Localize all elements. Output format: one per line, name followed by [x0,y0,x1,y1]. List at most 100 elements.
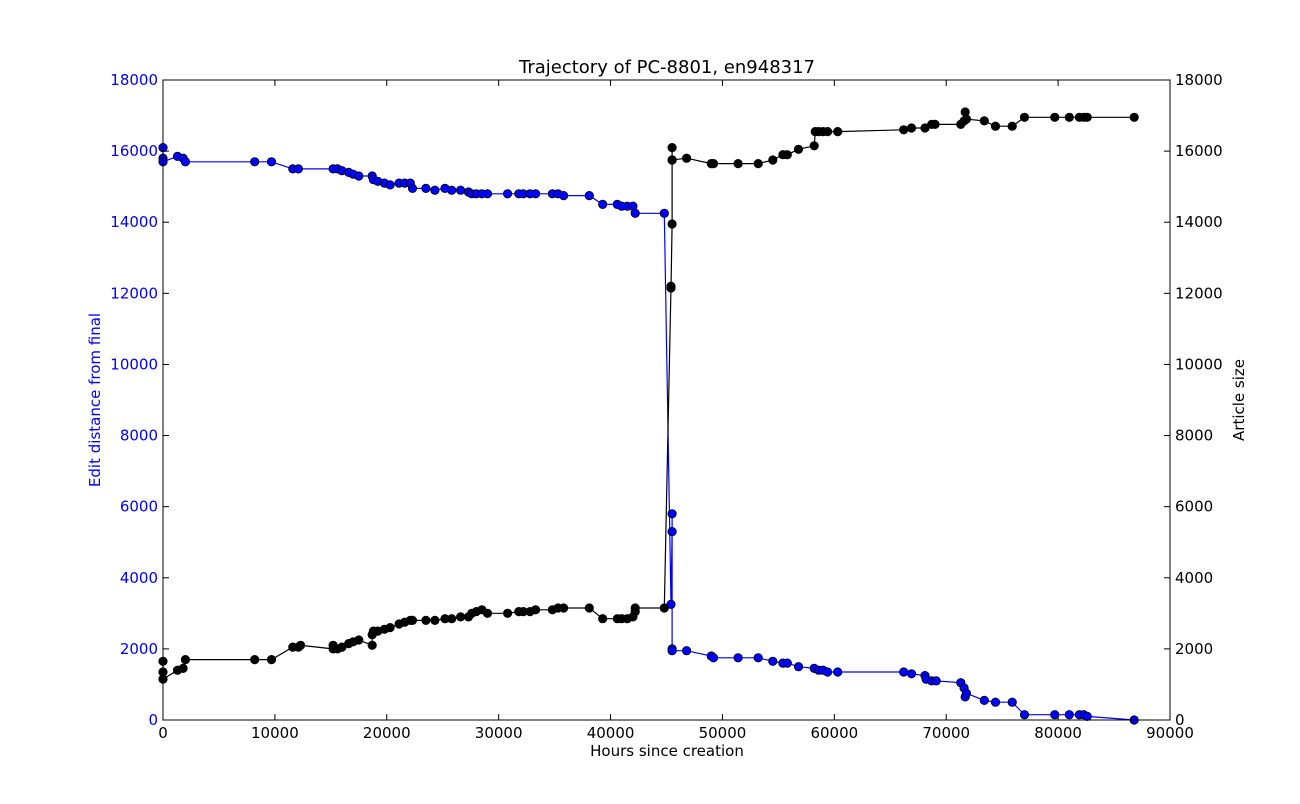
edit-distance-point [667,526,677,537]
left-y-tick-label: 14000 [110,213,158,231]
edit-distance-point [558,191,569,201]
edit-distance-point [979,695,989,706]
left-y-tick-label: 10000 [110,355,158,373]
right-y-tick-label: 12000 [1175,284,1223,302]
article-size-point [250,654,260,665]
article-size-point [899,125,909,135]
article-size-point [667,143,677,153]
x-tick-label: 70000 [922,724,970,742]
edit-distance-point [961,688,972,698]
article-size-point [178,663,188,674]
right-y-tick-label: 2000 [1175,640,1213,658]
article-size-line [162,111,1135,681]
right-y-tick-label: 4000 [1175,569,1213,587]
article-size-point [1007,121,1017,131]
edit-distance-point [447,185,457,195]
x-axis-ticks: 0 10000 20000 30000 40000 50000 60000 70000 8000… [158,80,1194,742]
article-size-point [1050,112,1060,122]
article-size-point [295,640,306,650]
edit-distance-point [430,185,440,195]
article-size-point [367,640,377,650]
edit-distance-point [293,164,303,174]
article-size-point [180,654,190,665]
article-size-point [733,159,743,169]
edit-distance-point [482,189,493,199]
article-size-point [584,603,594,613]
edit-distance-point [1050,710,1060,720]
article-size-point [708,159,719,169]
x-tick-label: 50000 [699,724,747,742]
chart-title: Trajectory of PC-8801, en948317 [518,57,815,78]
x-tick-label: 40000 [587,724,635,742]
left-y-tick-label: 16000 [110,142,158,160]
article-size-series [158,107,1139,684]
article-size-point [833,127,843,137]
right-y-tick-label: 10000 [1175,355,1223,373]
article-size-point [906,123,917,133]
left-y-axis-ticks: 0 2000 4000 6000 8000 10000 12000 14000 16000 180… [110,71,169,729]
article-size-point [430,615,440,626]
x-axis-label: Hours since creation [590,742,744,760]
article-size-point [666,283,676,293]
x-tick-label: 90000 [1146,724,1194,742]
edit-distance-point [630,208,640,218]
article-size-point [667,219,677,229]
article-size-point [455,612,466,622]
article-size-point [354,635,364,645]
edit-distance-point [906,669,917,679]
left-y-axis-label: Edit distance from final [86,313,104,487]
edit-distance-point [990,697,1001,707]
article-size-point [266,654,277,665]
article-size-point [1129,112,1139,122]
edit-distance-point [1007,697,1017,707]
article-size-point [385,622,395,633]
right-y-tick-label: 18000 [1175,71,1223,89]
edit-distance-point [421,183,431,193]
x-tick-label: 80000 [1034,724,1082,742]
edit-distance-point [598,199,608,209]
article-size-point [502,608,513,618]
edit-distance-point [385,180,395,190]
edit-distance-point [822,667,833,677]
edit-distance-series [158,143,1139,725]
edit-distance-point [899,667,909,677]
article-size-point [447,614,457,624]
left-y-tick-label: 4000 [120,569,158,587]
left-y-tick-label: 0 [148,711,158,729]
left-y-tick-label: 6000 [120,498,158,516]
edit-distance-point [768,656,778,666]
edit-distance-point [681,646,692,656]
edit-distance-point [833,667,843,677]
article-size-point [667,155,677,165]
article-size-point [961,114,972,124]
article-size-point [753,159,763,169]
article-size-point [421,615,431,626]
edit-distance-point [782,658,792,668]
article-size-point [768,155,778,165]
edit-distance-point [180,157,190,167]
left-y-tick-label: 12000 [110,284,158,302]
right-y-axis-label: Article size [1230,359,1248,441]
article-size-point [407,615,418,626]
article-size-point [809,141,819,151]
article-size-point [530,605,541,615]
edit-distance-point [931,676,941,686]
edit-distance-point [1064,710,1074,720]
left-y-tick-label: 8000 [120,427,158,445]
article-size-point [659,603,669,613]
left-y-tick-label: 18000 [110,71,158,89]
edit-distance-point [1019,710,1030,720]
edit-distance-point [667,646,677,656]
article-size-point [990,121,1001,131]
x-tick-label: 20000 [363,724,411,742]
edit-distance-point [407,183,418,193]
x-tick-label: 0 [158,724,168,742]
right-y-tick-label: 14000 [1175,213,1223,231]
right-y-tick-label: 6000 [1175,498,1213,516]
right-y-tick-label: 0 [1175,711,1185,729]
article-size-point [979,116,989,126]
edit-distance-line [162,147,1135,721]
x-tick-label: 30000 [475,724,523,742]
article-size-point [930,119,940,130]
